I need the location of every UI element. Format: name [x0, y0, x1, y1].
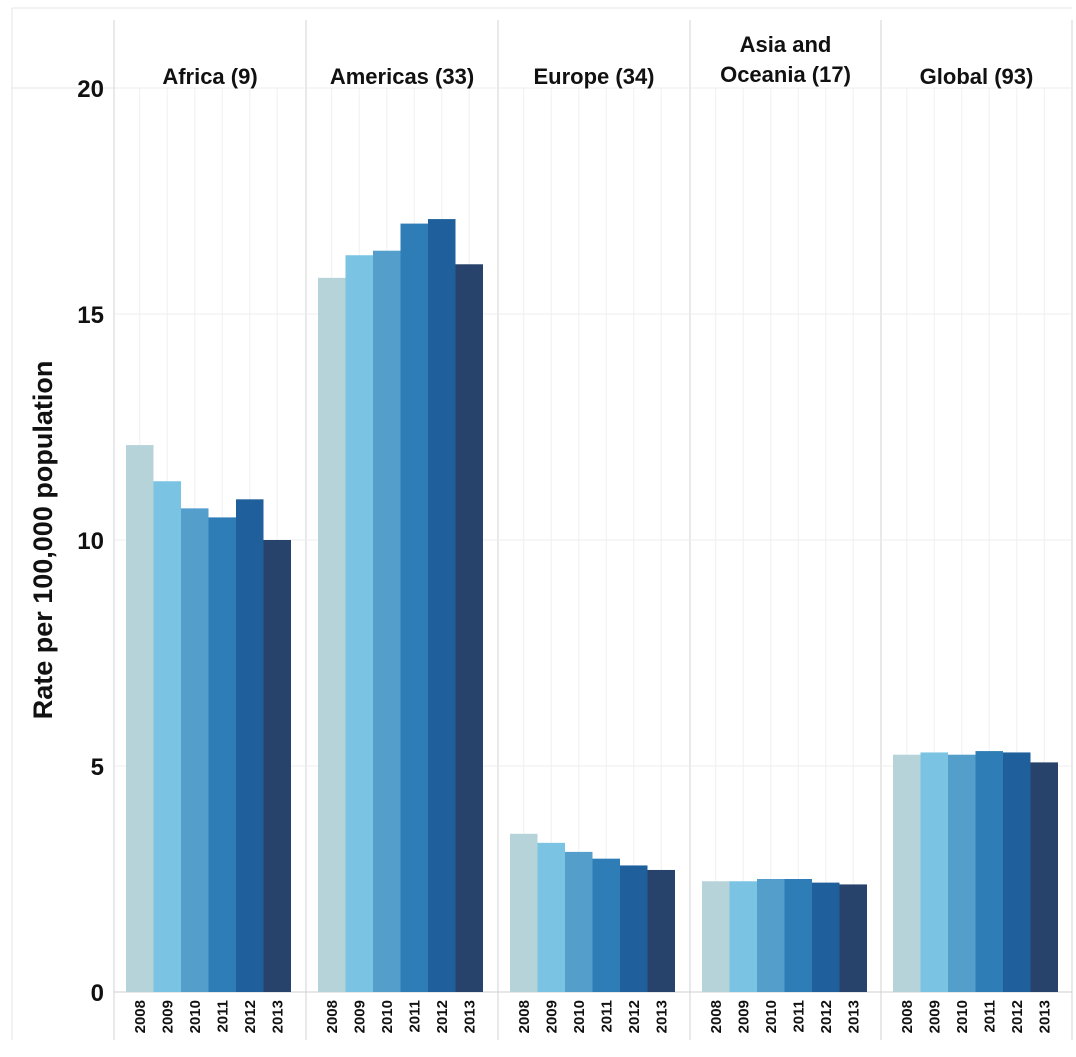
bar [565, 851, 593, 992]
x-tick-label: 2010 [187, 1000, 204, 1033]
bar [948, 754, 976, 992]
x-tick-label: 2011 [406, 1000, 423, 1033]
bar [263, 540, 291, 992]
bar [345, 255, 373, 993]
x-tick-label: 2013 [461, 1000, 478, 1033]
bar [702, 881, 730, 992]
x-tick-label: 2013 [845, 1000, 862, 1033]
x-tick-label: 2010 [954, 1000, 971, 1033]
x-tick-label: 2012 [1009, 1000, 1026, 1033]
y-tick-label: 5 [91, 754, 104, 781]
panel-title: Europe (34) [533, 64, 654, 89]
panel-title: Africa (9) [162, 64, 257, 89]
x-tick-label: 2011 [598, 1000, 615, 1033]
x-tick-label: 2009 [543, 1000, 560, 1033]
bar [839, 884, 867, 992]
x-tick-label: 2008 [516, 1000, 533, 1033]
bar [784, 879, 812, 992]
bar [373, 250, 401, 993]
x-tick-label: 2008 [708, 1000, 725, 1033]
bar [428, 219, 456, 992]
bar [592, 858, 620, 992]
y-tick-label: 15 [77, 302, 104, 329]
bar [975, 751, 1003, 992]
bar [236, 499, 264, 992]
panel-title: Global (93) [920, 64, 1034, 89]
x-tick-label: 2008 [899, 1000, 916, 1033]
bar [647, 869, 675, 992]
bar [812, 882, 840, 992]
bar [537, 842, 565, 992]
x-tick-label: 2009 [735, 1000, 752, 1033]
x-tick-label: 2012 [626, 1000, 643, 1033]
x-tick-label: 2008 [132, 1000, 149, 1033]
bar [126, 445, 154, 993]
text-layer: 0 5 10 15 20 Rate per 100,000 population 2008 2… [28, 32, 1053, 1033]
x-tick-label: 2010 [379, 1000, 396, 1033]
x-tick-label: 2010 [571, 1000, 588, 1033]
bar [920, 752, 948, 992]
y-tick-label: 20 [77, 76, 104, 103]
x-tick-label: 2013 [653, 1000, 670, 1033]
y-tick-label: 0 [91, 980, 104, 1007]
y-axis-title: Rate per 100,000 population [28, 361, 58, 720]
y-tick-label: 10 [77, 528, 104, 555]
x-tick-label: 2011 [214, 1000, 231, 1033]
x-tick-label: 2012 [818, 1000, 835, 1033]
x-tick-label: 2011 [981, 1000, 998, 1033]
bar [1030, 762, 1058, 992]
x-tick-label: 2012 [434, 1000, 451, 1033]
bar [318, 277, 346, 993]
x-tick-label: 2009 [159, 1000, 176, 1033]
x-tick-label: 2011 [790, 1000, 807, 1033]
bar [455, 264, 483, 992]
x-tick-label: 2009 [351, 1000, 368, 1033]
panel-title-line: Oceania (17) [720, 62, 851, 87]
bar [729, 881, 757, 992]
bar [510, 833, 538, 992]
x-tick-label: 2008 [324, 1000, 341, 1033]
bars-layer [126, 219, 1058, 993]
x-tick-label: 2010 [763, 1000, 780, 1033]
bar [757, 879, 785, 992]
bar [893, 754, 921, 992]
bar [400, 223, 428, 993]
x-tick-label: 2013 [1036, 1000, 1053, 1033]
bar [153, 481, 181, 992]
x-tick-label: 2013 [269, 1000, 286, 1033]
panel-title-line: Asia and [740, 32, 832, 57]
x-tick-label: 2009 [926, 1000, 943, 1033]
panel-title: Americas (33) [330, 64, 474, 89]
x-tick-label: 2012 [242, 1000, 259, 1033]
bar [208, 517, 236, 992]
bar [620, 865, 648, 992]
bar [1003, 752, 1031, 992]
bar [181, 508, 209, 992]
